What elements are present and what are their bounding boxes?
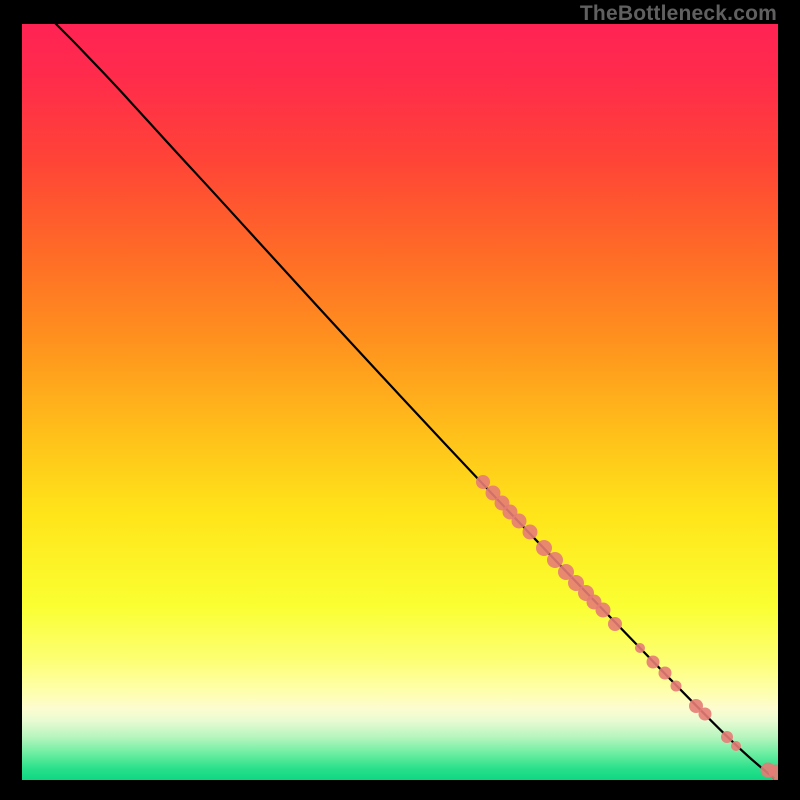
data-marker [647, 656, 660, 669]
data-marker [608, 617, 622, 631]
data-marker [698, 708, 711, 721]
data-marker [595, 602, 610, 617]
plot-area [22, 24, 778, 780]
data-marker [523, 525, 538, 540]
data-marker [721, 731, 733, 743]
watermark-text: TheBottleneck.com [580, 2, 777, 26]
data-marker [670, 680, 681, 691]
data-marker [635, 643, 645, 653]
data-marker [658, 667, 671, 680]
chart-frame: TheBottleneck.com [0, 0, 800, 800]
data-marker [769, 765, 778, 780]
data-marker [731, 741, 741, 751]
